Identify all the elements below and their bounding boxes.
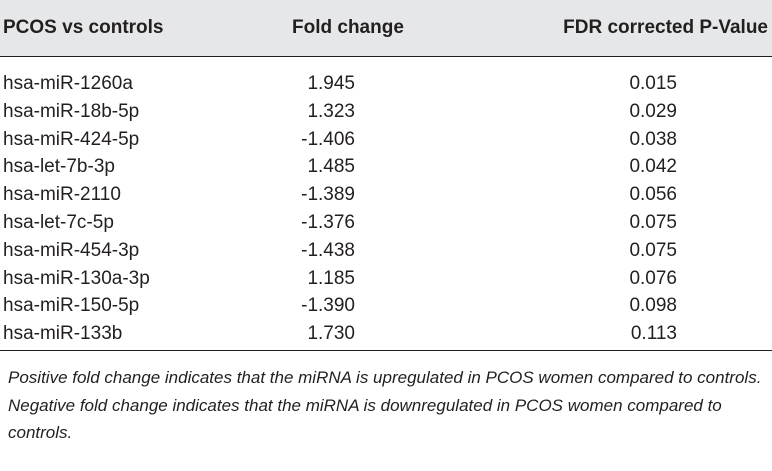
- table-cell: 1.485: [307, 156, 355, 178]
- table-rule: [0, 350, 772, 351]
- table-cell: -1.376: [301, 212, 355, 233]
- table-cell: 0.038: [629, 128, 677, 150]
- table-cell: 1.323: [307, 100, 355, 122]
- table-cell: hsa-miR-18b-5p: [3, 100, 140, 122]
- table-cell: 1.185: [307, 267, 355, 289]
- table-cell: hsa-miR-1260a: [3, 73, 133, 94]
- table-footnote: Positive fold change indicates that the …: [8, 368, 762, 442]
- table-cell: 0.056: [629, 184, 677, 206]
- table-cell: 0.113: [630, 323, 677, 345]
- table-cell: -1.406: [301, 128, 355, 150]
- table-cell: hsa-miR-130a-3p: [3, 267, 150, 289]
- table-cell: hsa-miR-2110: [3, 184, 121, 206]
- table-cell: hsa-miR-454-3p: [3, 239, 140, 261]
- table-cell: 0.075: [629, 212, 677, 233]
- table-cell: 0.015: [629, 73, 677, 94]
- table-cell: hsa-let-7c-5p: [3, 212, 114, 233]
- header-row: [0, 0, 772, 57]
- table-cell: 0.075: [629, 239, 677, 261]
- table-cell: -1.389: [301, 184, 355, 206]
- table-cell: 0.098: [629, 295, 677, 317]
- table-cell: hsa-miR-150-5p: [3, 295, 140, 317]
- table-cell: 1.945: [307, 73, 355, 94]
- table-cell: -1.390: [301, 295, 355, 317]
- table-cell: hsa-let-7b-3p: [3, 156, 115, 178]
- table-cell: -1.438: [301, 239, 355, 261]
- table-cell: hsa-miR-133b: [3, 323, 123, 345]
- column-header: Fold change: [292, 17, 404, 38]
- table-cell: 0.076: [629, 267, 677, 289]
- table-cell: 1.730: [307, 323, 355, 345]
- table-cell: 0.042: [629, 156, 677, 178]
- column-header: FDR corrected P-Value: [563, 17, 768, 38]
- table-cell: hsa-miR-424-5p: [3, 128, 140, 150]
- column-header: PCOS vs controls: [3, 17, 164, 38]
- table-cell: 0.029: [629, 100, 677, 122]
